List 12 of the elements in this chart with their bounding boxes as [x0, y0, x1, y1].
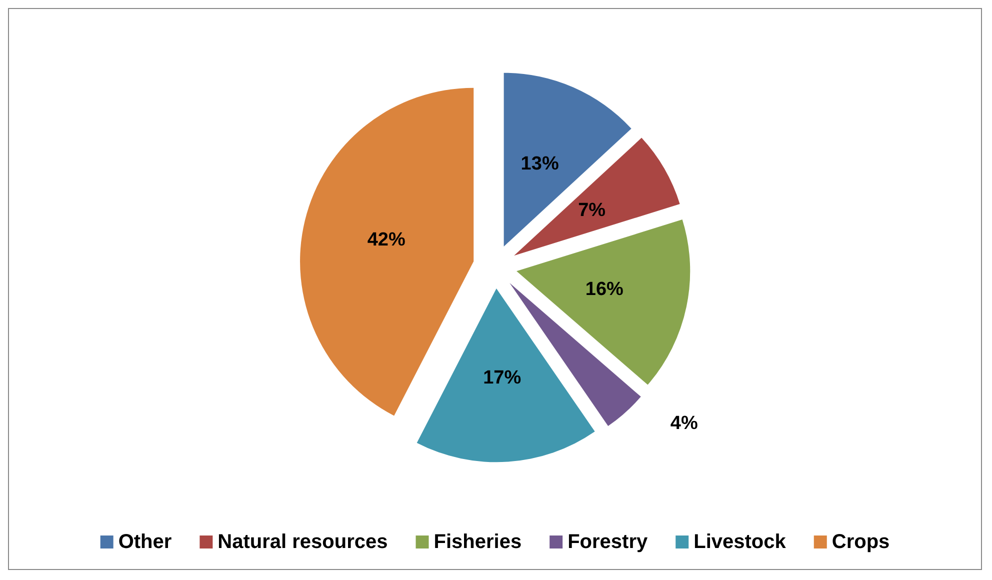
data-label: 42%	[367, 230, 406, 251]
data-label: 17%	[483, 368, 522, 389]
legend-label: Other	[118, 531, 172, 553]
legend-label: Livestock	[694, 531, 787, 553]
legend-label: Fisheries	[434, 531, 522, 553]
legend-label: Crops	[832, 531, 890, 553]
data-label: 13%	[520, 154, 559, 175]
data-label: 7%	[578, 200, 606, 222]
legend-label: Forestry	[568, 531, 648, 553]
data-label: 4%	[670, 413, 698, 434]
legend-label: Natural resources	[218, 531, 388, 553]
data-label: 16%	[585, 278, 624, 300]
